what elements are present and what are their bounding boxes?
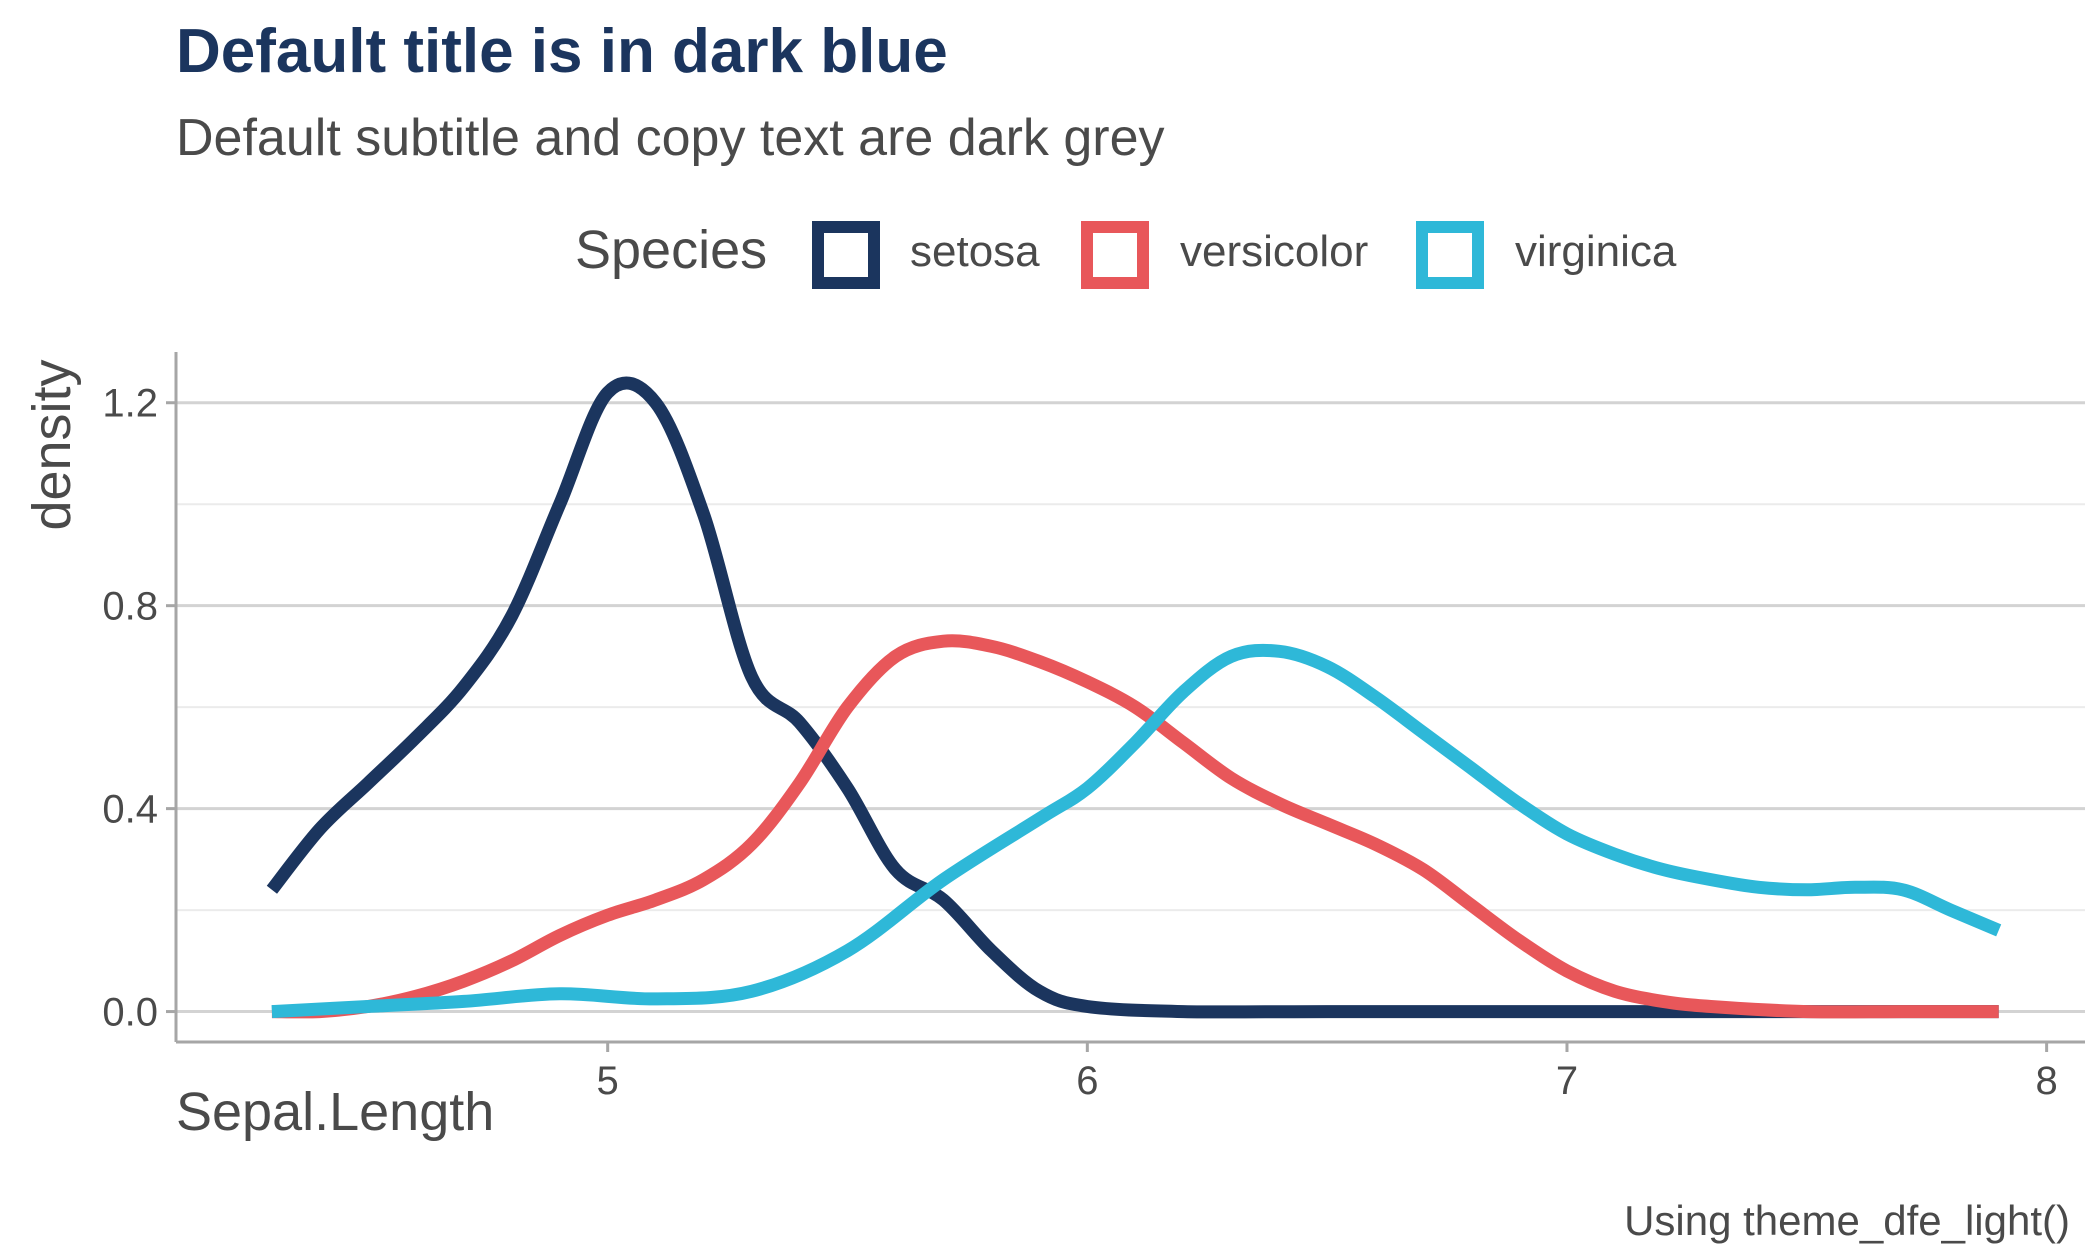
legend-label-versicolor: versicolor [1180,227,1368,276]
x-tick-label: 8 [2036,1059,2058,1103]
y-tick-label: 0.8 [102,585,158,629]
legend-key-setosa [812,221,880,289]
y-tick-label: 0.4 [102,788,158,832]
x-tick-label: 7 [1556,1059,1578,1103]
y-tick-label: 1.2 [102,382,158,426]
density-series [266,376,2002,1019]
axes: 0.0 0.4 0.8 1.2 5 6 7 8 [102,352,2085,1103]
series-line-setosa [266,376,1999,1019]
legend-key-versicolor [1081,221,1149,289]
x-tick-label: 5 [597,1059,619,1103]
x-axis-title: Sepal.Length [176,1082,494,1142]
x-tick-label: 6 [1076,1059,1098,1103]
y-tick-label: 0.0 [102,991,158,1035]
legend-key-virginica [1416,221,1484,289]
chart-title: Default title is in dark blue [176,17,948,86]
legend-label-setosa: setosa [910,227,1040,276]
chart-caption: Using theme_dfe_light() [1624,1197,2070,1244]
chart-subtitle: Default subtitle and copy text are dark … [176,109,1165,167]
y-axis-title: density [22,359,82,530]
series-line-virginica [271,643,2002,1019]
grid-lines [176,401,2085,1014]
legend-title: Species [575,220,767,280]
legend: Species setosa versicolor virginica [575,220,1677,289]
series-line-versicolor [271,634,1999,1019]
legend-label-virginica: virginica [1515,227,1677,276]
